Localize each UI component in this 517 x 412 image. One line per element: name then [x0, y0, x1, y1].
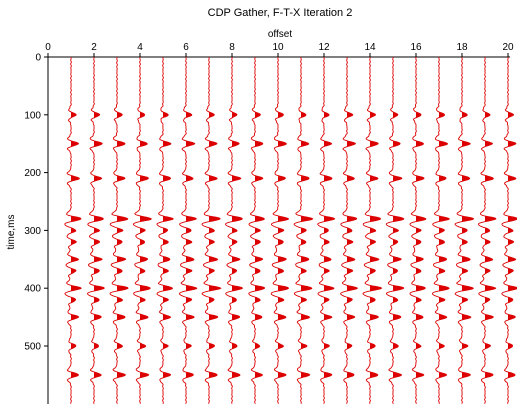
trace-fill — [232, 57, 243, 404]
y-tick-label: 500 — [24, 342, 41, 353]
trace-fill — [393, 57, 404, 404]
trace-line — [64, 56, 82, 404]
trace-2 — [87, 56, 105, 404]
x-axis: 0 2 4 6 8 10 12 14 16 18 20 — [45, 42, 514, 58]
trace-line — [385, 56, 405, 404]
trace-line — [293, 56, 314, 404]
trace-19 — [477, 57, 497, 404]
chart-title: CDP Gather, F-T-X Iteration 2 — [208, 7, 353, 19]
trace-13 — [340, 56, 359, 404]
trace-8 — [225, 56, 244, 404]
trace-line — [409, 56, 427, 404]
trace-fill — [186, 58, 197, 404]
trace-fill — [370, 57, 382, 404]
trace-fill — [416, 59, 426, 404]
trace-fill — [462, 58, 474, 404]
x-axis-label: offset — [268, 29, 292, 40]
trace-line — [156, 56, 174, 404]
trace-16 — [409, 56, 427, 404]
x-tick-label: 20 — [502, 42, 514, 53]
y-tick-label: 0 — [35, 53, 41, 64]
trace-fill — [301, 58, 313, 404]
trace-fill — [163, 58, 174, 404]
traces — [64, 56, 517, 404]
trace-4 — [132, 56, 152, 404]
trace-15 — [385, 56, 405, 404]
trace-line — [178, 56, 198, 404]
x-tick-label: 6 — [183, 42, 189, 53]
trace-fill — [439, 59, 450, 404]
trace-7 — [201, 56, 222, 404]
trace-fill — [140, 59, 152, 404]
trace-fill — [209, 57, 221, 403]
trace-line — [87, 56, 105, 404]
y-tick-label: 400 — [24, 284, 41, 295]
y-tick-label: 300 — [24, 226, 41, 237]
trace-line — [270, 56, 290, 404]
trace-fill — [278, 59, 289, 404]
trace-20 — [501, 56, 517, 404]
trace-12 — [317, 56, 336, 404]
trace-line — [132, 56, 152, 404]
trace-line — [477, 57, 497, 404]
trace-18 — [454, 56, 475, 404]
trace-5 — [156, 56, 174, 404]
trace-line — [432, 56, 450, 404]
x-tick-label: 4 — [137, 42, 143, 53]
y-axis: 0 100 200 300 400 500 — [24, 53, 49, 404]
trace-line — [201, 56, 222, 404]
trace-3 — [109, 56, 129, 404]
trace-10 — [270, 56, 290, 404]
trace-line — [340, 56, 359, 404]
trace-line — [501, 56, 517, 404]
trace-line — [225, 56, 244, 404]
trace-line — [317, 56, 336, 404]
trace-fill — [508, 57, 517, 403]
trace-line — [454, 56, 475, 404]
y-tick-label: 100 — [24, 110, 41, 121]
x-tick-label: 18 — [456, 42, 468, 53]
trace-1 — [64, 56, 82, 404]
x-tick-label: 8 — [229, 42, 235, 53]
trace-line — [109, 56, 129, 404]
x-tick-label: 14 — [364, 42, 376, 53]
trace-14 — [362, 56, 383, 404]
trace-fill — [485, 57, 496, 403]
x-tick-label: 2 — [91, 42, 97, 53]
y-tick-label: 200 — [24, 168, 41, 179]
x-tick-label: 0 — [45, 42, 51, 53]
trace-17 — [432, 56, 450, 404]
trace-9 — [248, 56, 266, 404]
x-tick-label: 10 — [272, 42, 284, 53]
trace-11 — [293, 56, 314, 404]
trace-fill — [324, 58, 335, 404]
trace-line — [248, 56, 266, 404]
trace-fill — [71, 57, 82, 403]
trace-6 — [178, 56, 198, 404]
x-tick-label: 16 — [410, 42, 422, 53]
y-axis-label: time,ms — [6, 215, 17, 250]
trace-line — [362, 56, 383, 404]
x-tick-label: 12 — [318, 42, 330, 53]
